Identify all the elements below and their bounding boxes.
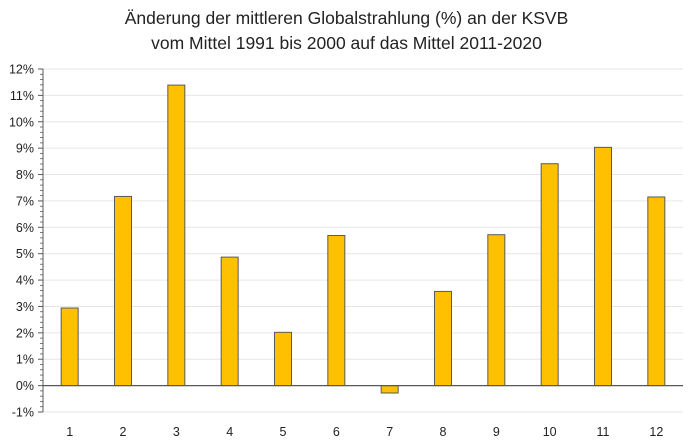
y-tick-label: 9% [16,142,34,156]
y-tick-label: -1% [12,406,34,420]
bar-5 [274,331,292,387]
y-tick-label: 12% [9,63,34,77]
y-tick-label: 6% [16,221,34,235]
x-tick-label: 12 [649,425,663,439]
x-tick-label: 4 [226,425,233,439]
bar-9 [487,234,506,387]
y-tick-label: 0% [16,379,34,393]
x-tick-label: 9 [493,425,500,439]
bar-11 [594,146,612,387]
bar-12 [647,196,666,387]
x-tick-label: 11 [597,425,610,439]
x-tick-label: 10 [543,425,557,439]
y-tick-label: 5% [16,247,34,261]
y-tick-label: 3% [16,300,34,314]
y-tick-label: 11% [10,89,34,103]
y-tick-label: 7% [16,194,34,208]
bar-6 [327,234,346,387]
bar-1 [60,307,79,387]
y-tick-label: 1% [16,353,34,367]
x-tick-label: 7 [386,425,393,439]
bar-3 [167,84,186,387]
x-tick-label: 2 [120,425,127,439]
bar-10 [540,163,559,387]
chart-subtitle: vom Mittel 1991 bis 2000 auf das Mittel … [151,33,542,53]
x-tick-label: 5 [280,425,287,439]
chart-title-line1: Änderung der mittleren Globalstrahlung (… [124,8,569,28]
bar-8 [434,290,452,387]
x-tick-label: 6 [333,425,340,439]
y-tick-label: 8% [16,168,34,182]
y-tick-label: 10% [9,115,34,129]
bar-4 [220,256,239,387]
chart-title: Änderung der mittleren Globalstrahlung (… [0,6,693,56]
y-tick-label: 2% [16,326,34,340]
bar-2 [114,195,132,387]
bar-7 [380,385,399,394]
x-tick-label: 3 [173,425,180,439]
x-tick-label: 1 [66,425,73,439]
y-tick-label: 4% [16,274,34,288]
x-tick-label: 8 [440,425,447,439]
